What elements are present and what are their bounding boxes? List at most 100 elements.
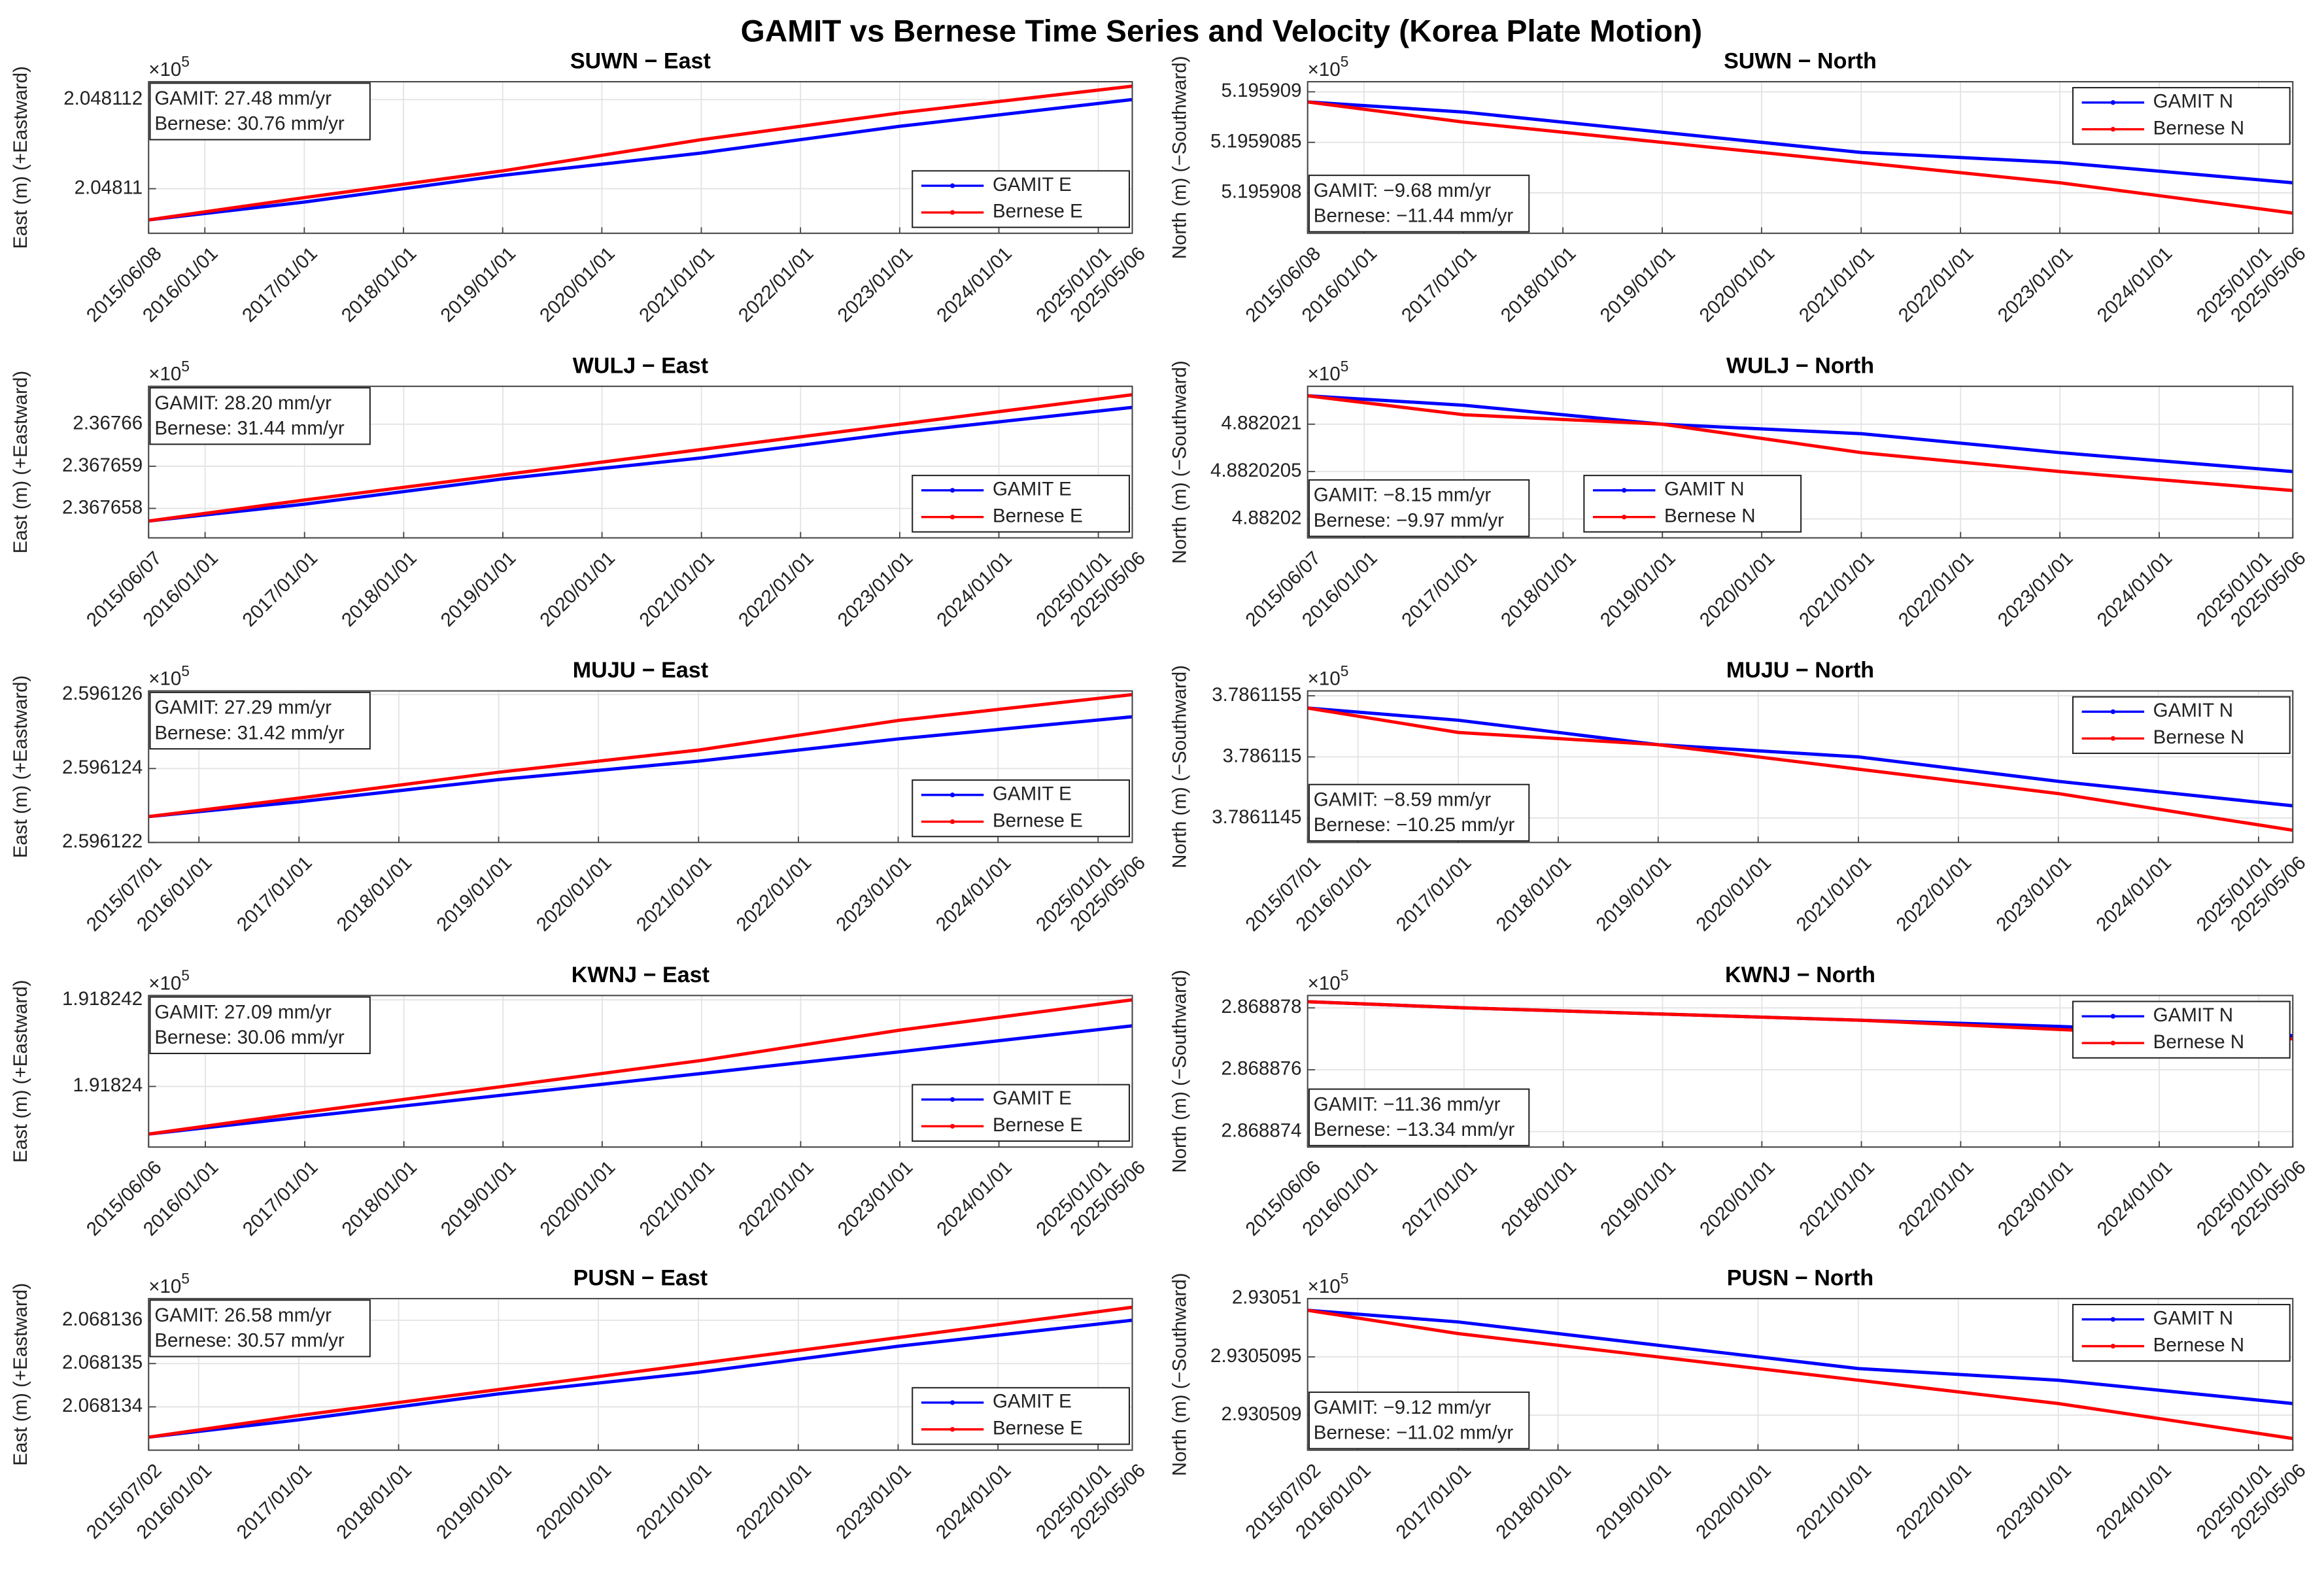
panel-title: MUJU − North <box>1726 658 1874 683</box>
y-tick-label: 2.068135 <box>62 1352 143 1373</box>
multiplier-exponent: 5 <box>1341 662 1349 679</box>
y-tick-label: 2.596122 <box>62 830 143 852</box>
annotation-text: GAMIT: 26.58 mm/yr <box>154 1305 332 1326</box>
y-multiplier: ×105 <box>1308 662 1349 690</box>
y-tick-label: 2.068134 <box>62 1395 143 1416</box>
multiplier-base: ×10 <box>148 364 181 385</box>
y-multiplier: ×105 <box>1308 967 1349 995</box>
y-tick-label: 3.7861155 <box>1212 684 1301 706</box>
legend-marker <box>949 1400 955 1405</box>
axes-frame <box>148 80 1133 234</box>
legend-box <box>912 779 1131 838</box>
y-tick-label: 2.367659 <box>62 454 143 476</box>
y-tick-label: 4.882021 <box>1221 413 1301 434</box>
panel-title: KWNJ − East <box>572 963 709 987</box>
series-line <box>1307 100 2293 215</box>
legend-marker <box>2110 1040 2115 1046</box>
legend-marker <box>2110 1014 2115 1019</box>
legend-box <box>912 1084 1131 1142</box>
annotation-text: GAMIT: 28.20 mm/yr <box>154 392 332 414</box>
legend-label: GAMIT E <box>993 174 1072 196</box>
annotation-box <box>1308 783 1530 842</box>
y-tick-label: 3.7861145 <box>1212 806 1301 828</box>
annotation-text: Bernese: −10.25 mm/yr <box>1314 814 1515 836</box>
annotation-text: Bernese: 30.57 mm/yr <box>154 1330 345 1352</box>
legend-label: Bernese N <box>2153 117 2244 139</box>
multiplier-exponent: 5 <box>181 1270 190 1287</box>
multiplier-exponent: 5 <box>181 967 190 984</box>
y-tick-label: 2.93051 <box>1232 1287 1302 1308</box>
y-tick-label: 2.9305095 <box>1210 1345 1302 1367</box>
annotation-text: Bernese: 31.44 mm/yr <box>154 417 345 439</box>
panel-title: PUSN − East <box>573 1265 708 1290</box>
multiplier-base: ×10 <box>1308 59 1341 80</box>
legend-box <box>912 170 1131 228</box>
multiplier-base: ×10 <box>1308 972 1341 994</box>
legend-box <box>2072 1000 2291 1059</box>
multiplier-exponent: 5 <box>181 358 190 375</box>
axes-frame <box>148 690 1133 844</box>
panel-title: SUWN − East <box>570 49 711 74</box>
multiplier-exponent: 5 <box>1341 967 1349 984</box>
annotation-text: Bernese: −11.02 mm/yr <box>1314 1422 1514 1443</box>
y-axis-label: North (m) (−Southward) <box>1169 970 1190 1173</box>
y-axis-label: East (m) (+Eastward) <box>10 66 31 249</box>
legend-marker <box>949 792 955 798</box>
annotation-text: GAMIT: 27.09 mm/yr <box>154 1001 332 1023</box>
annotation-box <box>1308 479 1530 538</box>
legend-label: Bernese N <box>2153 1031 2244 1053</box>
annotation-box <box>149 387 371 445</box>
series-line <box>1307 1308 2293 1441</box>
y-tick-label: 3.786115 <box>1223 745 1302 766</box>
axes-frame <box>1307 385 2294 539</box>
y-multiplier: ×105 <box>148 358 190 385</box>
y-tick-label: 2.596124 <box>62 757 143 778</box>
multiplier-base: ×10 <box>1308 668 1341 689</box>
annotation-box <box>149 691 371 750</box>
panel-title: WULJ − East <box>573 353 708 378</box>
annotation-text: GAMIT: −8.15 mm/yr <box>1314 485 1492 506</box>
y-tick-label: 1.91824 <box>73 1074 143 1096</box>
legend-label: GAMIT E <box>993 1087 1072 1109</box>
y-multiplier: ×105 <box>148 53 190 80</box>
annotation-box <box>149 82 371 141</box>
annotation-text: Bernese: 31.42 mm/yr <box>154 722 345 743</box>
y-tick-label: 2.048112 <box>63 88 143 109</box>
y-axis-label: East (m) (+Eastward) <box>10 371 31 554</box>
legend-marker <box>2110 127 2115 132</box>
series-line <box>1307 706 2293 808</box>
legend-label: Bernese E <box>993 810 1083 831</box>
y-multiplier: ×105 <box>1308 53 1349 80</box>
legend-marker <box>2110 709 2115 715</box>
axes-frame <box>148 995 1133 1148</box>
annotation-text: GAMIT: −11.36 mm/yr <box>1314 1093 1501 1115</box>
y-axis-label: North (m) (−Southward) <box>1169 665 1190 868</box>
y-multiplier: ×105 <box>148 1270 190 1297</box>
legend-marker <box>949 210 955 215</box>
legend-label: GAMIT N <box>2153 91 2233 112</box>
legend-label: Bernese E <box>993 505 1083 527</box>
series-line <box>1307 706 2293 832</box>
annotation-box <box>1308 1088 1530 1146</box>
y-tick-label: 2.868874 <box>1221 1119 1301 1141</box>
multiplier-exponent: 5 <box>1341 358 1349 375</box>
legend-marker <box>2110 1317 2115 1322</box>
y-tick-label: 2.930509 <box>1221 1403 1301 1425</box>
legend-marker <box>949 488 955 493</box>
multiplier-base: ×10 <box>148 972 181 994</box>
y-tick-label: 2.36766 <box>73 413 143 434</box>
multiplier-base: ×10 <box>148 1276 181 1297</box>
legend-marker <box>949 819 955 825</box>
multiplier-base: ×10 <box>148 59 181 80</box>
panel-title: KWNJ − North <box>1725 963 1875 987</box>
series-line <box>148 84 1133 222</box>
legend-box <box>1583 475 1802 533</box>
axes-frame <box>1307 995 2294 1148</box>
legend-label: Bernese E <box>993 1418 1083 1439</box>
